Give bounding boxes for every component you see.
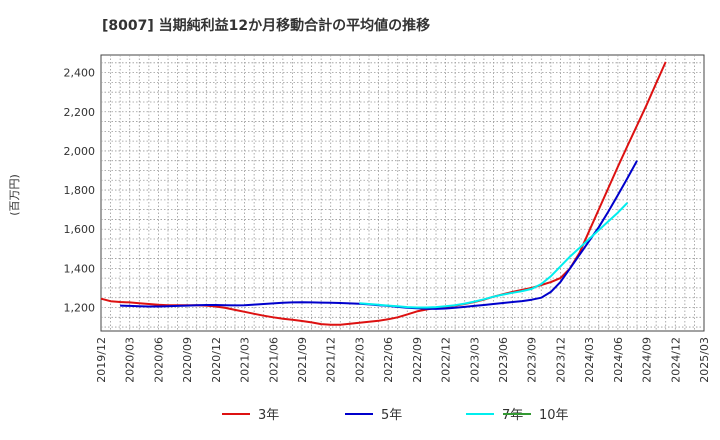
x-tick-label: 2023/06 — [497, 337, 510, 383]
y-axis: 1,200 1,400 1,600 1,800 2,000 2,200 2,400 — [64, 67, 96, 315]
x-tick-label: 2024/06 — [612, 337, 625, 383]
legend: 3年 5年 7年 10年 — [222, 408, 569, 423]
x-axis: 2019/12 2020/03 2020/06 2020/09 2020/12 2021/… — [95, 337, 711, 383]
y-tick-label: 2,200 — [64, 106, 96, 119]
x-tick-label: 2020/12 — [210, 337, 223, 383]
x-tick-label: 2024/12 — [669, 337, 682, 383]
x-tick-label: 2021/12 — [325, 337, 338, 383]
y-tick-label: 1,400 — [64, 262, 96, 275]
y-tick-label: 2,400 — [64, 67, 96, 80]
x-tick-label: 2022/03 — [353, 337, 366, 383]
x-tick-label: 2023/09 — [526, 337, 539, 383]
y-tick-label: 1,200 — [64, 302, 96, 315]
x-tick-label: 2019/12 — [95, 337, 108, 383]
series-group — [100, 61, 667, 326]
series-line — [359, 202, 629, 309]
x-tick-label: 2022/06 — [382, 337, 395, 383]
x-tick-label: 2020/06 — [152, 337, 165, 383]
plot-area — [100, 54, 705, 332]
x-tick-label: 2020/03 — [124, 337, 137, 383]
y-axis-label: (百万円) — [8, 174, 21, 216]
x-tick-label: 2023/12 — [554, 337, 567, 383]
legend-label: 10年 — [539, 408, 569, 423]
legend-label: 7年 — [502, 408, 523, 423]
x-tick-label: 2025/03 — [698, 337, 711, 383]
x-tick-label: 2022/09 — [411, 337, 424, 383]
chart-title: [8007] 当期純利益12か月移動合計の平均値の推移 — [102, 17, 430, 34]
y-tick-label: 1,600 — [64, 223, 96, 236]
x-tick-label: 2023/03 — [468, 337, 481, 383]
x-tick-label: 2022/12 — [440, 337, 453, 383]
x-tick-label: 2021/03 — [239, 337, 252, 383]
x-tick-label: 2021/06 — [267, 337, 280, 383]
x-tick-label: 2024/03 — [583, 337, 596, 383]
gridlines — [101, 55, 704, 331]
x-tick-label: 2021/09 — [296, 337, 309, 383]
y-tick-label: 1,800 — [64, 184, 96, 197]
legend-label: 3年 — [258, 408, 279, 423]
x-tick-label: 2020/09 — [181, 337, 194, 383]
x-tick-label: 2024/09 — [641, 337, 654, 383]
legend-label: 5年 — [381, 408, 402, 423]
y-tick-label: 2,000 — [64, 145, 96, 158]
